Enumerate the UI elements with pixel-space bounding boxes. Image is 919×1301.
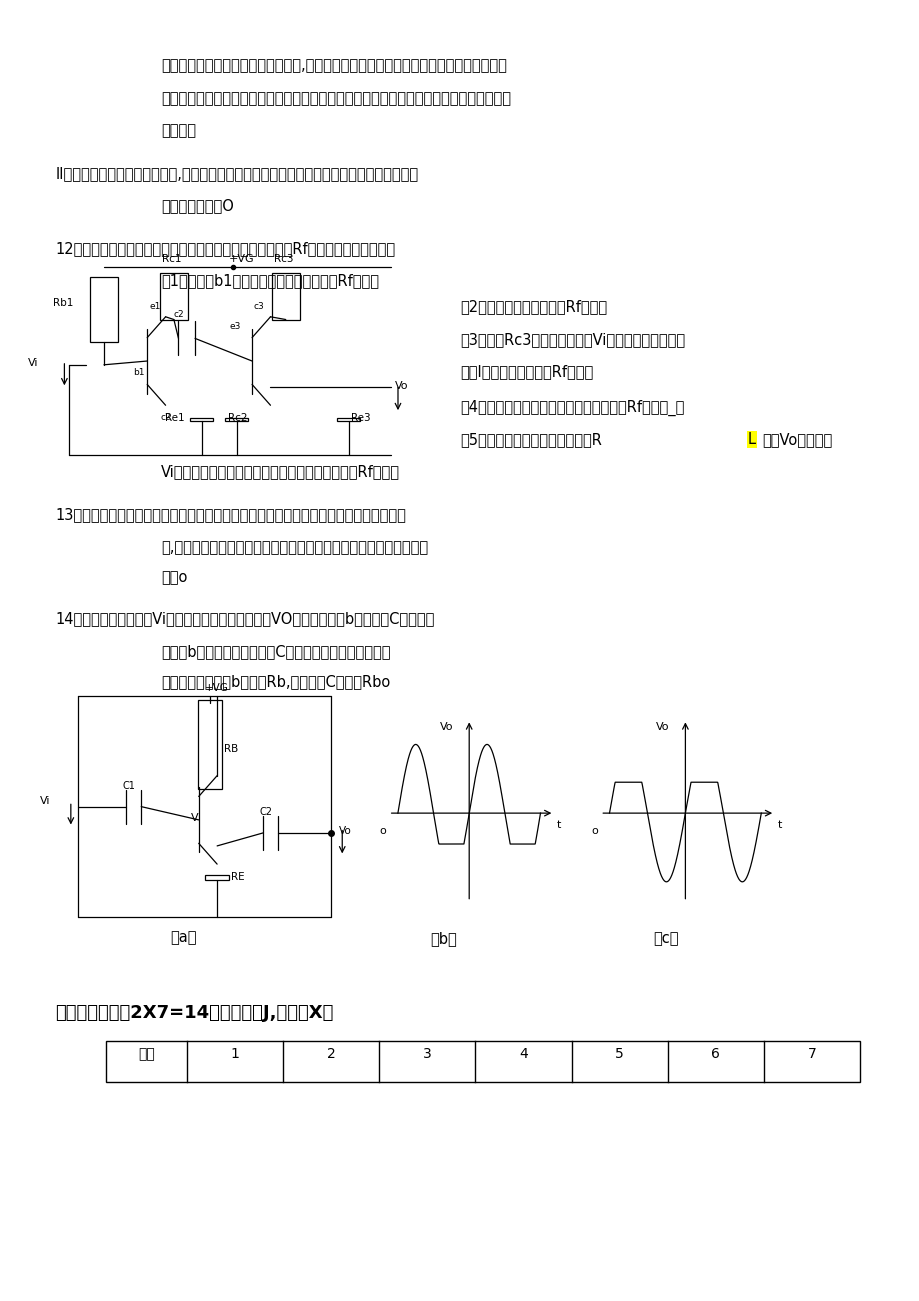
Text: c2: c2: [161, 414, 172, 422]
Text: Vo: Vo: [655, 722, 669, 732]
Text: t: t: [777, 820, 781, 830]
Text: 5: 5: [615, 1047, 623, 1060]
Text: （2）减小输出电阵。（接Rf从到）: （2）减小输出电阵。（接Rf从到）: [460, 299, 607, 315]
Text: o: o: [380, 826, 386, 837]
Text: Rc2: Rc2: [227, 414, 247, 423]
Text: 二、推断题：（2X7=14分，对的打J,错的打X）: 二、推断题：（2X7=14分，对的打J,错的打X）: [55, 1004, 334, 1023]
Text: 3: 3: [423, 1047, 431, 1060]
Text: t: t: [557, 820, 561, 830]
Text: e1: e1: [149, 302, 160, 311]
Text: Vi: Vi: [40, 796, 50, 807]
Text: Vi: Vi: [28, 358, 38, 368]
Text: +VG: +VG: [205, 683, 229, 693]
Text: Rb1: Rb1: [53, 298, 74, 308]
Text: Vi状况下的输出沟通电压有效値）基本不变。（接Rf从到）: Vi状况下的输出沟通电压有效値）基本不变。（接Rf从到）: [161, 464, 400, 480]
Bar: [90, 277, 118, 342]
Text: C1: C1: [122, 781, 135, 791]
Text: 12、在图中，要求引入负反馈并达到以下效果，将反馈元件Rf的接入点填入括号内：: 12、在图中，要求引入负反馈并达到以下效果，将反馈元件Rf的接入点填入括号内：: [55, 241, 395, 256]
Text: 14、如图放大电路中，Vi为正弦波信号，若输出信号VO的波形如图（b）和图（C）所示，: 14、如图放大电路中，Vi为正弦波信号，若输出信号VO的波形如图（b）和图（C）…: [55, 611, 434, 627]
Text: （c）: （c）: [652, 932, 678, 947]
Text: 大器的输出电阵O: 大器的输出电阵O: [161, 198, 233, 213]
Bar: [106, 1041, 859, 1082]
Text: o: o: [591, 826, 597, 837]
Bar: [198, 700, 221, 788]
Text: 13、为了减轻信号源负担并保证使放大器增加带动负载的实力，放大器应采纳的反馈类型: 13、为了减轻信号源负担并保证使放大器增加带动负载的实力，放大器应采纳的反馈类型: [55, 507, 405, 523]
Bar: [336, 419, 359, 422]
Text: 型是o: 型是o: [161, 570, 187, 585]
Text: II、电压负反馈能稳定放大器的,并使放大器的输出电阵；电流负反馈能稳定放大器的，并使放: II、电压负反馈能稳定放大器的,并使放大器的输出电阵；电流负反馈能稳定放大器的，…: [55, 167, 418, 182]
Text: RB: RB: [223, 744, 237, 755]
Text: Vo: Vo: [338, 826, 351, 837]
Text: 真输出，对于图（b）应将Rb,对于图（C）应将Rbo: 真输出，对于图（b）应将Rb,对于图（C）应将Rbo: [161, 674, 390, 690]
Text: （3）希望Rc3变更时，在给定Vi状况下的沟通电流有: （3）希望Rc3变更时，在给定Vi状况下的沟通电流有: [460, 332, 685, 347]
Bar: [205, 874, 229, 879]
Text: 1: 1: [230, 1047, 239, 1060]
Text: Vo: Vo: [439, 722, 453, 732]
Text: c2: c2: [174, 310, 185, 319]
Text: c3: c3: [254, 302, 265, 311]
Text: e3: e3: [229, 321, 240, 330]
Text: Re1: Re1: [165, 414, 185, 423]
Text: Re3: Re3: [350, 414, 369, 423]
Text: 4: 4: [518, 1047, 528, 1060]
Bar: [189, 419, 212, 422]
Text: （a）: （a）: [170, 930, 197, 946]
Text: 6: 6: [710, 1047, 720, 1060]
Text: 则图（b）所示为失真，图（C）所示为失真，为实现不失: 则图（b）所示为失真，图（C）所示为失真，为实现不失: [161, 644, 390, 660]
Text: （1）提高从b1端看进去的输入电阵。（接Rf从到）: （1）提高从b1端看进去的输入电阵。（接Rf从到）: [161, 273, 379, 289]
Text: RE: RE: [231, 872, 244, 882]
Text: 2: 2: [326, 1047, 335, 1060]
Text: 题号: 题号: [138, 1047, 154, 1060]
Bar: [224, 419, 247, 422]
Text: （b）: （b）: [430, 932, 457, 947]
Text: （4）希望各级静态工作点基本稳定。（接Rf从一到_）: （4）希望各级静态工作点基本稳定。（接Rf从一到_）: [460, 399, 684, 415]
Bar: [160, 273, 187, 320]
Text: 效値I。基本不变。（接Rf从到）: 效値I。基本不变。（接Rf从到）: [460, 364, 593, 380]
Text: Rc1: Rc1: [162, 254, 181, 264]
Text: 放大实力。射极输出器的反馈类型为,它把输出信号（填全部、部分）反馈到输入端，反馈: 放大实力。射极输出器的反馈类型为,它把输出信号（填全部、部分）反馈到输入端，反馈: [161, 59, 506, 74]
Text: V: V: [191, 813, 199, 824]
Text: b1: b1: [133, 367, 145, 376]
Text: L: L: [747, 432, 755, 448]
Text: 7: 7: [807, 1047, 815, 1060]
Text: 后，Vo（在给定: 后，Vo（在给定: [761, 432, 831, 448]
Bar: [272, 273, 300, 320]
Text: （5）希望在输出端接上负载电阵R: （5）希望在输出端接上负载电阵R: [460, 432, 601, 448]
Text: C2: C2: [259, 807, 272, 817]
Text: +VG: +VG: [229, 254, 254, 264]
Text: Rc3: Rc3: [274, 254, 293, 264]
Text: 是,为了减轻信号源负担并保证输出电压稳定，放大器应采纳的反馈类: 是,为了减轻信号源负担并保证输出电压稳定，放大器应采纳的反馈类: [161, 540, 427, 556]
Text: Vo: Vo: [395, 380, 408, 390]
Text: 流较小。: 流较小。: [161, 124, 196, 139]
Text: 系数等于。射极输出器常作为多级放大电路的输入级，是因为它的很高，向信号源吸取的电: 系数等于。射极输出器常作为多级放大电路的输入级，是因为它的很高，向信号源吸取的电: [161, 91, 510, 107]
